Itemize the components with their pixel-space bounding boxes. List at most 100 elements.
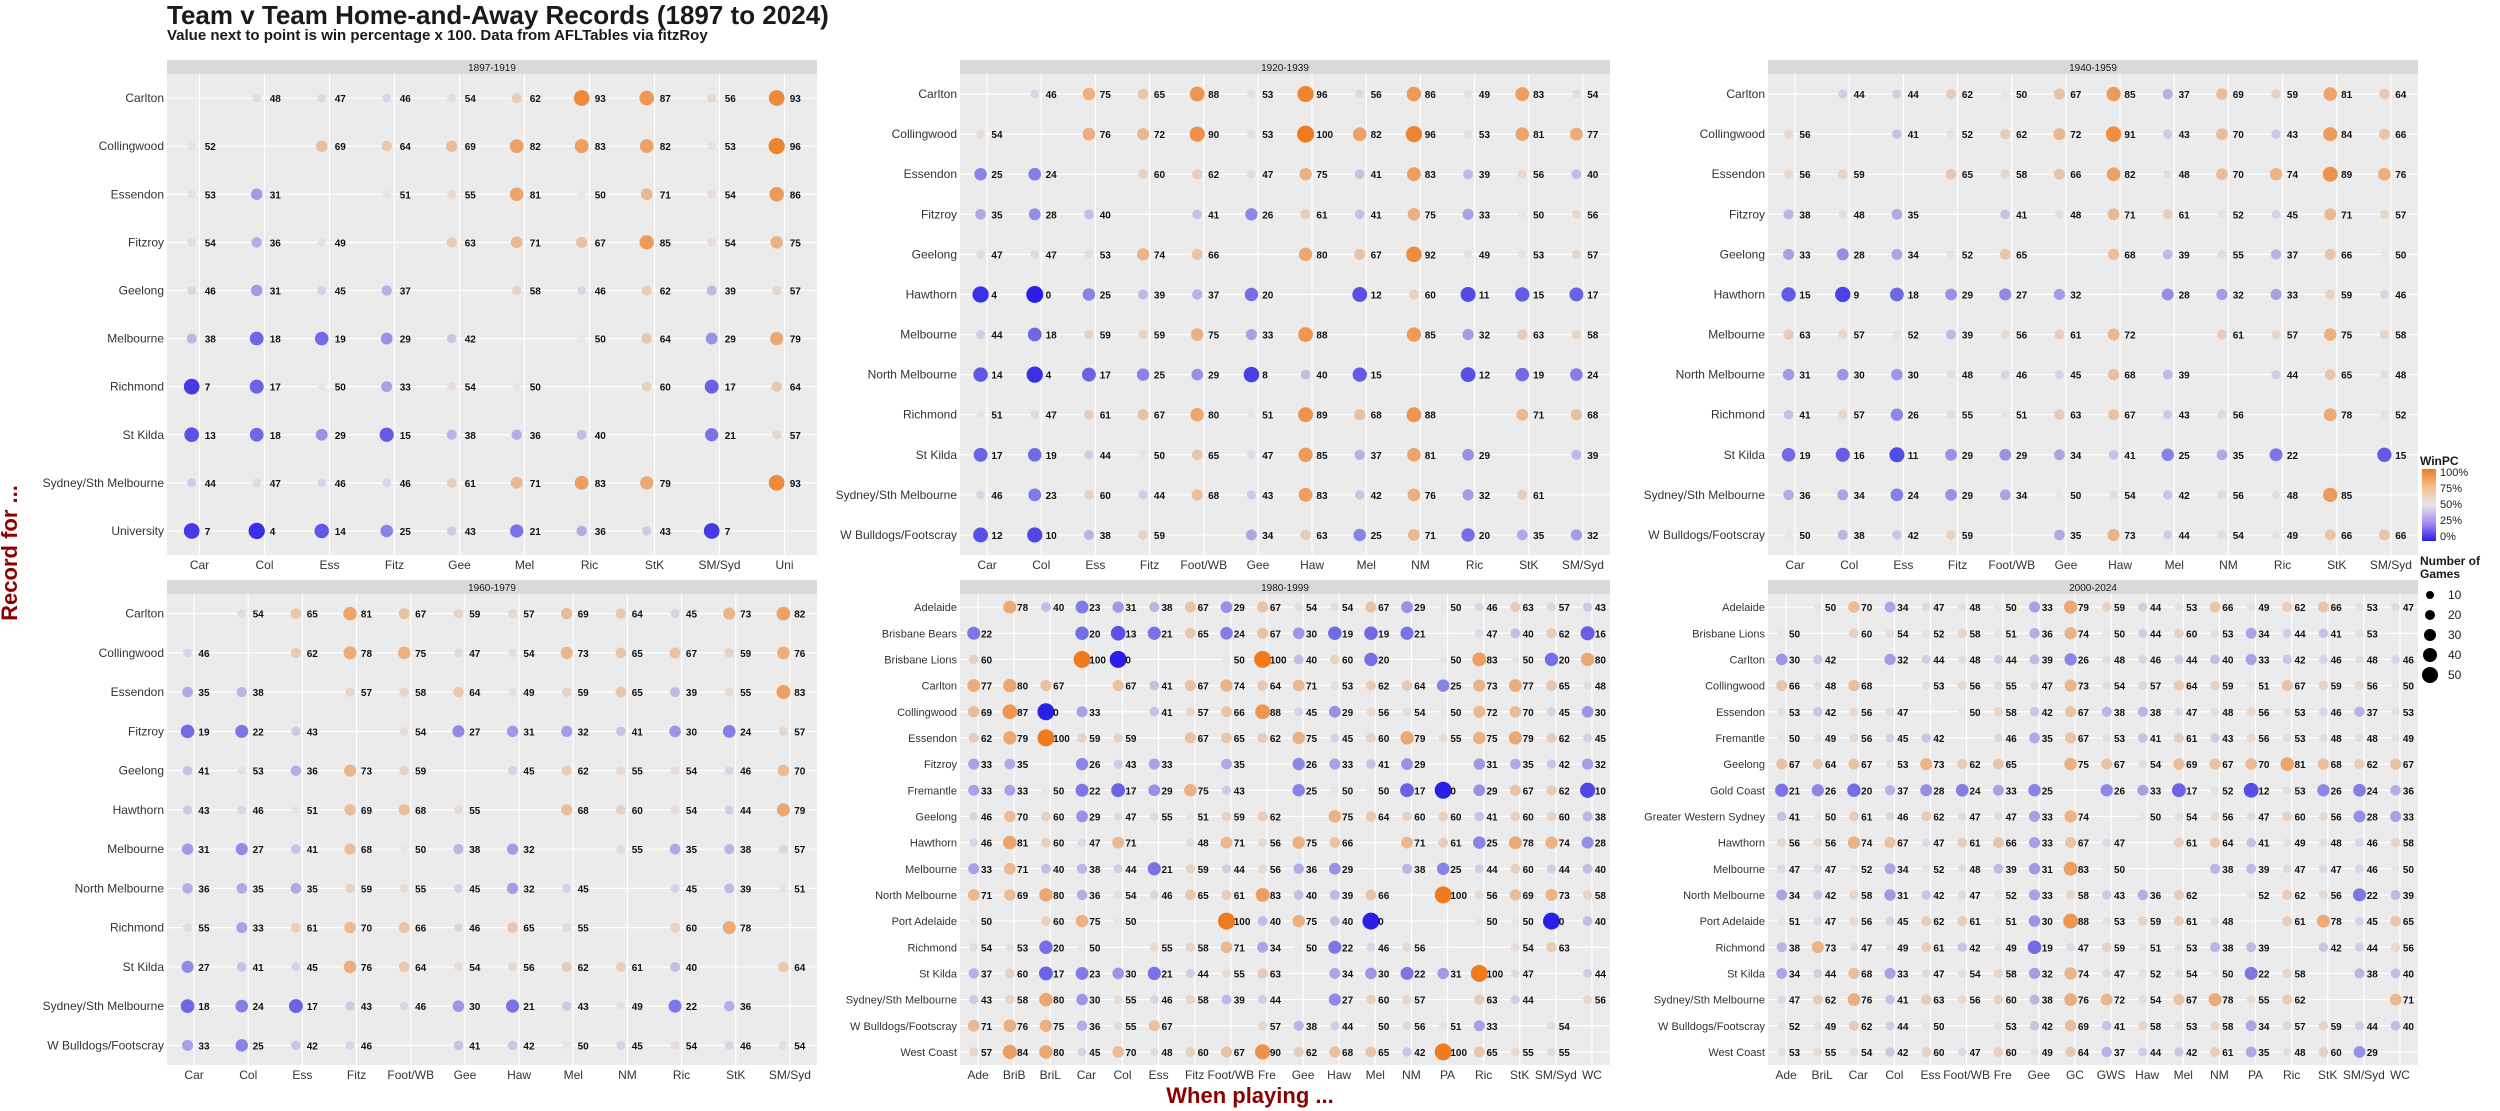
data-label: 78: [2341, 411, 2353, 422]
data-label: 61: [1970, 917, 1982, 928]
data-label: 50: [1825, 812, 1837, 823]
data-label: 54: [1587, 90, 1599, 101]
data-point: [1958, 890, 1967, 900]
data-label: 80: [1595, 655, 1607, 666]
data-label: 58: [1587, 331, 1599, 342]
data-label: 40: [595, 431, 607, 442]
data-point: [2163, 129, 2173, 139]
y-tick-label: University: [111, 524, 164, 538]
data-label: 74: [2287, 170, 2299, 181]
data-point: [1136, 368, 1150, 381]
data-label: 39: [2179, 250, 2191, 261]
data-label: 47: [2114, 839, 2126, 850]
data-label: 34: [1262, 531, 1274, 542]
data-point: [2354, 681, 2365, 691]
data-point: [2106, 167, 2121, 182]
data-label: 28: [1933, 786, 1945, 797]
data-point: [2271, 209, 2281, 219]
data-point: [2138, 655, 2148, 664]
data-label: 42: [1825, 891, 1837, 902]
data-point: [670, 687, 681, 698]
data-label: 67: [2070, 90, 2082, 101]
data-point: [2319, 655, 2328, 664]
y-tick-label: St Kilda: [1724, 448, 1766, 462]
data-label: 59: [2287, 90, 2299, 101]
data-label: 71: [660, 190, 672, 201]
data-label: 84: [1017, 1048, 1029, 1059]
data-point: [1572, 89, 1581, 99]
data-label: 41: [1162, 708, 1174, 719]
data-point: [2246, 890, 2256, 900]
data-point: [2102, 629, 2111, 638]
data-label: 52: [1933, 865, 1945, 876]
data-point: [1891, 368, 1903, 381]
data-label: 60: [2295, 812, 2307, 823]
data-point: [2217, 490, 2227, 500]
data-point: [973, 447, 988, 462]
data-label: 60: [1342, 655, 1354, 666]
data-label: 19: [1342, 629, 1354, 640]
data-label: 44: [991, 331, 1003, 342]
data-label: 34: [2258, 629, 2270, 640]
y-tick-label: W Bulldogs/Footscray: [1648, 528, 1765, 542]
x-tick-label: SM/Syd: [698, 558, 740, 572]
data-point: [968, 706, 980, 718]
data-point: [1434, 781, 1452, 799]
data-label: 75: [1306, 917, 1318, 928]
data-point: [1113, 890, 1123, 900]
data-label: 68: [1342, 1048, 1354, 1059]
data-point: [2174, 942, 2184, 952]
data-label: 32: [2070, 290, 2082, 301]
data-point: [505, 999, 520, 1013]
data-label: 21: [1789, 786, 1801, 797]
data-point: [1510, 811, 1521, 822]
data-point: [187, 141, 196, 151]
data-point: [2280, 757, 2295, 771]
data-label: 66: [2006, 839, 2018, 850]
data-point: [2323, 487, 2338, 503]
data-label: 59: [2222, 682, 2234, 693]
data-point: [512, 382, 521, 391]
data-point: [2216, 88, 2228, 100]
data-point: [722, 725, 736, 738]
data-label: 33: [2042, 812, 2054, 823]
data-label: 48: [2287, 491, 2299, 502]
data-point: [2138, 995, 2148, 1004]
data-point: [1957, 837, 1968, 848]
data-point: [2390, 810, 2402, 822]
data-point: [2318, 890, 2328, 900]
data-point: [778, 726, 789, 737]
data-label: 50: [1154, 451, 1166, 462]
data-label: 61: [2295, 917, 2307, 928]
data-label: 29: [335, 431, 347, 442]
data-label: 54: [523, 649, 535, 660]
y-tick-label: Essendon: [111, 187, 164, 201]
data-label: 46: [981, 839, 993, 850]
data-point: [1783, 409, 1794, 420]
data-label: 53: [2186, 943, 2198, 954]
data-label: 32: [523, 845, 535, 856]
data-point: [771, 381, 782, 392]
data-point: [2378, 167, 2391, 181]
data-point: [1084, 450, 1094, 460]
data-label: 56: [2367, 682, 2379, 693]
data-point: [317, 93, 326, 103]
data-label: 69: [361, 806, 373, 817]
data-label: 43: [2287, 130, 2299, 141]
data-label: 67: [1270, 603, 1282, 614]
x-tick-label: Ric: [581, 558, 598, 572]
data-label: 85: [1316, 451, 1328, 462]
data-point: [1958, 812, 1967, 821]
legend-size-label: 40: [2448, 648, 2462, 662]
data-point: [1813, 812, 1822, 821]
data-label: 53: [2367, 629, 2379, 640]
data-point: [2216, 168, 2228, 181]
data-point: [2064, 810, 2077, 823]
data-label: 60: [981, 655, 993, 666]
data-point: [1509, 784, 1521, 796]
x-tick-label: Mel: [1366, 1068, 1385, 1082]
data-point: [1517, 169, 1527, 179]
y-tick-label: Fitzroy: [1729, 207, 1765, 221]
data-label: 62: [1962, 90, 1974, 101]
data-point: [1436, 679, 1450, 692]
